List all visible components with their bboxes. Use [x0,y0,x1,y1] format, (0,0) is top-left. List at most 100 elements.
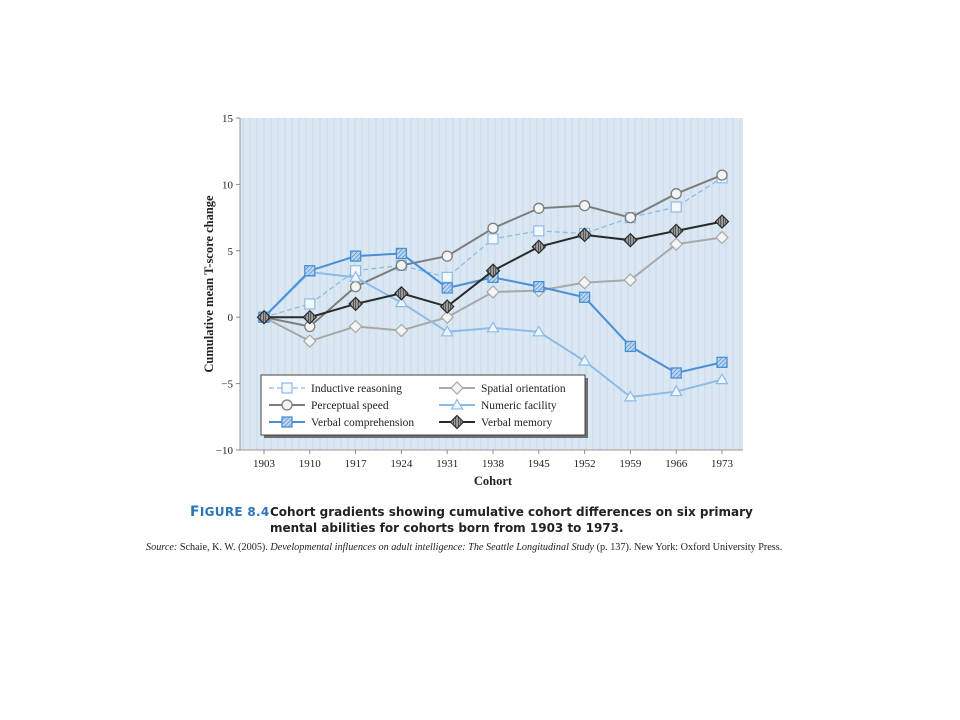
legend-marker [281,399,293,411]
data-point [485,263,501,279]
legend-label: Inductive reasoning [311,383,402,395]
legend-marker [450,398,464,410]
data-point [716,169,728,181]
data-point [394,285,409,301]
source-title: Developmental influences on adult intell… [270,542,595,553]
x-tick-label: 1938 [482,458,505,470]
data-point [533,202,545,214]
legend-entry: Numeric facility [439,398,557,412]
data-point [532,325,546,337]
data-point [302,309,318,325]
x-tick-label: 1952 [574,458,596,470]
data-point [302,334,317,348]
data-point [623,232,638,248]
legend-marker [281,416,293,428]
x-tick-label: 1924 [390,458,413,470]
data-point [440,310,455,325]
data-point [715,372,729,385]
data-point [349,250,362,262]
y-tick-label: −5 [221,379,233,391]
data-point [486,285,500,299]
legend-label: Verbal memory [481,417,552,429]
data-point [578,354,592,366]
data-point [487,233,499,245]
data-point [394,295,408,308]
legend-entry: Verbal comprehension [269,416,414,429]
x-axis-label: Cohort [474,474,513,488]
data-point [624,211,637,224]
legend-label: Verbal comprehension [311,417,414,429]
legend-label: Numeric facility [481,400,557,412]
data-point [441,282,453,294]
data-point [441,250,453,262]
legend-entry: Perceptual speed [269,399,389,412]
x-tick-label: 1910 [299,458,322,470]
data-point [395,259,408,272]
data-point [716,356,728,369]
x-tick-label: 1945 [528,458,551,470]
data-point [669,237,684,252]
data-point [395,247,408,260]
series-numeric-facility [257,265,729,402]
data-point [349,270,363,282]
y-tick-label: 15 [222,113,234,125]
data-point [577,275,592,290]
x-tick-label: 1903 [253,458,276,470]
y-tick-label: 5 [228,246,234,258]
data-point [348,296,363,312]
data-point [623,390,637,402]
x-tick-label: 1959 [619,458,642,470]
y-tick-label: 0 [228,312,234,324]
data-point [533,281,545,293]
legend-entry: Verbal memory [439,414,552,430]
data-point [670,188,682,200]
source-authors: Schaie, K. W. (2005). [179,542,268,553]
source-publisher: (p. 137). New York: Oxford University Pr… [596,542,783,553]
axes: 15 10 5 0 −5 −10 1903 1910 1917 1924 1931 1938 1945 1… [216,113,743,470]
series-perceptual-speed [258,169,728,333]
legend-marker [281,382,293,394]
x-tick-label: 1917 [345,458,368,470]
legend-marker [450,381,464,395]
legend-marker [449,414,465,430]
data-point [533,225,545,237]
data-point [577,227,592,243]
data-point [439,299,455,314]
y-tick-label: 10 [222,179,234,191]
data-point [578,291,591,303]
legend: Inductive reasoning Spatial orientation Pe… [260,374,588,438]
data-point [304,265,316,277]
legend-entry: Inductive reasoning [269,382,402,395]
data-point [440,325,454,337]
data-point [487,222,499,234]
legend-box [260,374,586,436]
data-point [256,309,272,325]
data-point [670,201,682,213]
series-verbal-memory [256,214,730,325]
data-point [394,323,409,338]
figure-caption-text: Cohort gradients showing cumulative coho… [270,505,753,535]
data-point [304,298,316,310]
legend-label: Spatial orientation [481,383,566,395]
figure-source: Source: Schaie, K. W. (2005). Developmen… [146,542,836,553]
data-point [578,199,591,212]
data-point [531,239,547,255]
legend-label: Perceptual speed [311,400,389,412]
figure-scan: 15 10 5 0 −5 −10 1903 1910 1917 1924 1931 1938 1945 1… [118,96,838,566]
x-tick-label: 1931 [436,458,458,470]
data-point [623,273,638,287]
source-label: Source: [146,542,178,553]
data-point [486,321,500,333]
series-layer [256,169,730,402]
data-point [715,230,729,245]
y-axis-label: Cumulative mean T-score change [202,195,216,373]
data-point [714,214,730,229]
legend-entry: Spatial orientation [439,381,566,395]
data-point [348,319,363,334]
y-tick-label: −10 [216,445,234,457]
data-point [349,281,362,293]
data-point [441,271,453,283]
figure-label: FIGURE 8.4 [190,504,270,520]
data-point [668,223,684,239]
data-point [669,384,683,397]
